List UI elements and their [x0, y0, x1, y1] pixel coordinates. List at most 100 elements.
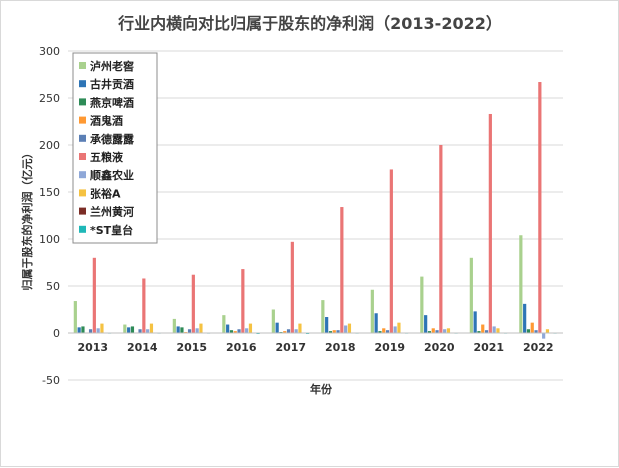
bar: [226, 324, 230, 333]
bar: [127, 327, 131, 333]
bar: [180, 327, 184, 333]
y-tick-label: 100: [39, 233, 60, 246]
legend-swatch: [79, 62, 86, 69]
x-tick-label: 2021: [473, 341, 504, 354]
bar: [446, 328, 451, 333]
bar: [488, 113, 492, 333]
bar: [378, 331, 382, 333]
bar: [328, 331, 333, 333]
x-tick-label: 2015: [176, 341, 207, 354]
bar: [237, 329, 241, 333]
bar: [469, 257, 473, 333]
bar: [344, 325, 348, 333]
bar: [77, 327, 81, 333]
legend-swatch: [79, 116, 86, 124]
legend-label: 燕京啤酒: [90, 95, 134, 109]
bar: [397, 322, 401, 333]
bar: [370, 289, 374, 333]
bar: [248, 323, 253, 333]
bar: [191, 274, 195, 333]
bar: [233, 331, 237, 333]
bar: [73, 301, 77, 333]
bar: [286, 329, 291, 333]
x-tick-label: 2020: [424, 341, 455, 354]
bar: [92, 257, 96, 333]
bar: [336, 330, 340, 333]
legend-label: 泸州老窖: [90, 59, 134, 73]
legend-swatch: [79, 80, 86, 88]
bar: [325, 317, 329, 333]
bar: [222, 315, 226, 333]
x-tick-label: 2013: [77, 341, 108, 354]
bar: [283, 331, 287, 333]
bar: [187, 329, 192, 333]
bar: [542, 333, 546, 339]
bar: [271, 309, 275, 333]
bar: [435, 330, 439, 333]
legend-swatch: [79, 134, 86, 142]
bar: [130, 326, 135, 333]
bar: [172, 318, 176, 333]
bar: [484, 330, 489, 333]
bar: [100, 323, 104, 333]
x-axis-title: 年份: [310, 382, 333, 396]
legend-label: 顺鑫农业: [90, 168, 134, 182]
chart-title: 行业内横向对比归属于股东的净利润（2013-2022）: [117, 14, 502, 33]
bar: [176, 326, 180, 333]
bar: [332, 330, 336, 333]
bar: [496, 328, 500, 333]
y-tick-label: 200: [39, 139, 60, 152]
bar: [321, 300, 325, 333]
y-axis-title: 归属于股东的净利润（亿元）: [20, 148, 34, 291]
bar: [382, 328, 386, 333]
bar: [393, 326, 397, 333]
y-tick-label: 300: [39, 45, 60, 58]
bar: [195, 328, 199, 333]
bar: [538, 82, 542, 334]
bar: [427, 331, 432, 333]
bar: [492, 326, 496, 333]
bar: [123, 324, 127, 333]
bar: [294, 329, 298, 333]
bar: [385, 330, 390, 333]
bar: [534, 330, 538, 333]
y-tick-label: -50: [42, 374, 60, 387]
bar: [424, 315, 428, 333]
bar: [545, 329, 550, 333]
bar: [477, 331, 481, 333]
legend-label: 五粮液: [90, 150, 124, 164]
y-tick-label: 50: [46, 280, 60, 293]
legend-label: 承德露露: [90, 132, 135, 146]
legend-swatch: [79, 98, 86, 106]
legend-swatch: [79, 153, 86, 160]
bar: [290, 241, 294, 333]
x-tick-label: 2014: [127, 341, 158, 354]
x-tick-label: 2022: [523, 341, 554, 354]
bar: [96, 328, 100, 333]
legend-swatch: [79, 189, 86, 197]
legend-swatch: [79, 171, 86, 179]
x-tick-label: 2018: [325, 341, 356, 354]
legend-label: 张裕A: [90, 186, 121, 200]
bar: [340, 207, 344, 333]
legend-swatch: [79, 225, 86, 233]
bar: [523, 303, 527, 333]
axes: -50 0 50 100 150 200 250 300 2013 2014 2015 2016 201…: [39, 45, 563, 387]
bar: [146, 329, 150, 333]
bar: [443, 329, 447, 333]
bar: [374, 313, 378, 333]
bar: [298, 323, 302, 333]
legend-label: *ST皇台: [90, 223, 133, 237]
bar: [241, 269, 245, 333]
bar: [347, 323, 352, 333]
bar: [481, 324, 485, 333]
legend-label: 酒鬼酒: [90, 114, 123, 128]
legend-swatch: [79, 207, 86, 215]
bar: [420, 276, 424, 333]
legend-label: 古井贡酒: [90, 77, 134, 91]
bar: [245, 328, 249, 333]
bar: [431, 328, 435, 333]
